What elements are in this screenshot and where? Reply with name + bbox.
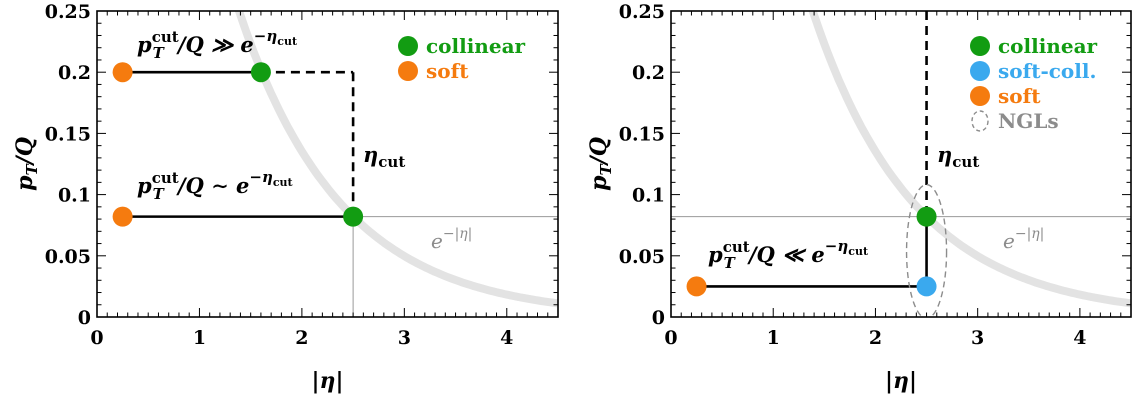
annotation-exp-sub: cut <box>848 245 869 258</box>
annotation-regime: pcut T/Q ≪ e−ηcut <box>708 237 869 272</box>
point-soft-1 <box>686 276 707 297</box>
annotation-regime2: pcut T/Q ∼ e−ηcut <box>137 168 294 203</box>
plot-frame <box>96 10 559 318</box>
annotation-sub: T <box>153 44 166 62</box>
annotation-curve-base: e <box>1003 229 1015 253</box>
y-axis-title-base: p <box>12 175 38 191</box>
point-collinear-4 <box>343 206 364 227</box>
annotation-sub: T <box>153 185 166 203</box>
y-tick-label: 0.2 <box>58 62 91 84</box>
annotation-exp-sub: cut <box>277 35 298 48</box>
x-tick-label: 4 <box>1073 327 1086 349</box>
x-tick-label: 0 <box>664 327 677 349</box>
exp-curve <box>808 11 1131 308</box>
point-soft-1 <box>112 62 133 83</box>
y-tick-label: 0.25 <box>45 1 91 23</box>
annotation-sup: cut <box>152 169 179 187</box>
x-tick-label: 1 <box>193 327 206 349</box>
y-axis-title: pT/Q <box>12 137 41 191</box>
y-tick-label: 0.1 <box>632 185 665 207</box>
annotation-sup: cut <box>723 238 750 256</box>
legend-label-collinear: collinear <box>998 34 1098 58</box>
point-collinear-3 <box>916 206 937 227</box>
point-collinear-2 <box>250 62 271 83</box>
x-tick-label: 1 <box>767 327 780 349</box>
legend-label-s: NGLs <box>998 109 1059 133</box>
y-tick-label: 0 <box>652 307 665 329</box>
annotation-base: p <box>137 32 152 57</box>
y-tick-label: 0.05 <box>619 246 665 268</box>
legend-label-softcoll: soft-coll. <box>998 59 1096 83</box>
annotation-base: p <box>708 242 723 267</box>
annotation-eta-cut: ηcut <box>937 142 979 171</box>
y-tick-label: 0.1 <box>58 185 91 207</box>
annotation-curve-exp: −|η| <box>1015 226 1045 242</box>
annotation-sup: cut <box>152 28 179 46</box>
annotation-exp: −η <box>254 27 278 45</box>
annotation-eta-cut: ηcut <box>363 142 405 171</box>
legend-marker-soft <box>970 86 990 106</box>
legend-marker-ngls <box>971 110 989 132</box>
annotation-curve-exp: −|η| <box>443 226 473 242</box>
annotation-eta-sub: cut <box>952 153 979 171</box>
y-tick-label: 0 <box>78 307 91 329</box>
point-soft-3 <box>112 206 133 227</box>
annotation-curve-label: e−|η| <box>431 226 472 253</box>
x-tick-label: 2 <box>869 327 882 349</box>
annotation-eta: η <box>937 142 952 167</box>
legend-label-soft: soft <box>998 84 1041 108</box>
y-axis-title-sub: T <box>23 162 41 175</box>
y-axis-title-rest: /Q <box>586 137 612 166</box>
legend-label-soft: soft <box>426 59 469 83</box>
y-tick-label: 0.15 <box>45 123 91 145</box>
annotation-exp-sub: cut <box>273 176 294 189</box>
legend-marker-collinear <box>970 36 990 56</box>
annotation-regime: pcut T/Q ≫ e−ηcut <box>137 27 298 62</box>
annotation-rest: /Q ∼ e <box>176 173 250 198</box>
x-tick-label: 3 <box>398 327 411 349</box>
y-tick-label: 0.05 <box>45 246 91 268</box>
x-tick-label: 2 <box>295 327 308 349</box>
legend-marker-collinear <box>398 36 418 56</box>
legend-marker-soft <box>398 61 418 81</box>
y-tick-label: 0.2 <box>632 62 665 84</box>
annotation-curve-label: e−|η| <box>1003 226 1044 253</box>
plot-area <box>671 11 1131 317</box>
exp-curve <box>234 11 558 308</box>
y-axis-title-base: p <box>586 175 612 191</box>
y-tick-label: 0.25 <box>619 1 665 23</box>
y-axis-title-rest: /Q <box>12 137 38 166</box>
y-tick-label: 0.15 <box>619 123 665 145</box>
plot-frame <box>670 10 1132 318</box>
annotation-curve-base: e <box>431 229 443 253</box>
y-axis-title: pT/Q <box>586 137 615 191</box>
annotation-base: p <box>137 173 152 198</box>
point-softcoll-2 <box>916 276 937 297</box>
plot-area <box>112 11 558 317</box>
x-tick-label: 4 <box>500 327 513 349</box>
annotation-exp: −η <box>825 237 849 255</box>
x-axis-title: |η| <box>311 368 343 394</box>
x-tick-label: 3 <box>971 327 984 349</box>
annotation-rest: /Q ≪ e <box>747 242 825 267</box>
annotation-sub: T <box>724 254 737 272</box>
annotation-rest: /Q ≫ e <box>176 32 254 57</box>
x-tick-label: 0 <box>90 327 103 349</box>
x-axis-title: |η| <box>885 368 917 394</box>
ngl-ellipse <box>905 183 948 317</box>
annotation-eta: η <box>363 142 378 167</box>
legend-marker-softcoll <box>970 61 990 81</box>
annotation-exp: −η <box>249 168 273 186</box>
annotation-eta-sub: cut <box>378 153 405 171</box>
y-axis-title-sub: T <box>597 162 615 175</box>
legend-label-collinear: collinear <box>426 34 526 58</box>
